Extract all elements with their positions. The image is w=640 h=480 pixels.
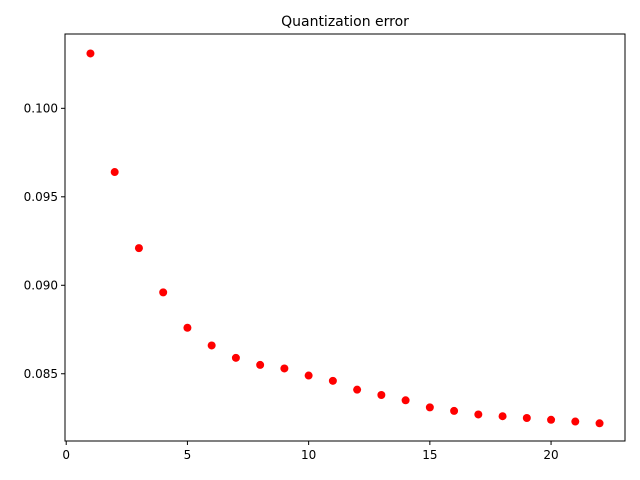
data-point [231,353,240,362]
y-tick-label: 0.095 [24,190,58,204]
data-point [377,390,386,399]
x-axis: 0 5 10 15 20 [62,441,559,462]
data-points [86,49,604,428]
data-point [110,168,119,177]
y-tick-label: 0.100 [24,101,58,115]
data-point [474,410,483,419]
data-point [522,414,531,422]
y-tick-label: 0.085 [24,367,58,381]
data-point [571,417,580,426]
x-tick-label: 15 [422,448,437,462]
data-point [256,360,265,369]
data-point [159,288,168,297]
x-tick-label: 10 [301,448,316,462]
data-point [401,396,410,405]
data-point [547,415,556,424]
plot-frame [64,33,626,442]
data-point [595,419,604,428]
x-tick-label: 20 [543,448,558,462]
data-point [207,341,216,350]
x-tick-label: 5 [184,448,192,462]
data-point [498,412,507,421]
data-point [86,49,95,58]
data-point [183,323,192,332]
data-point [304,371,313,380]
data-point [280,364,289,373]
y-axis: 0.085 0.090 0.095 0.100 [24,101,65,381]
chart-title: Quantization error [281,14,409,30]
data-point [425,403,434,412]
x-tick-label: 0 [62,448,70,462]
data-point [450,406,459,415]
data-point [353,385,362,394]
y-tick-label: 0.090 [24,278,58,292]
data-point [328,376,337,385]
data-point [134,244,143,253]
